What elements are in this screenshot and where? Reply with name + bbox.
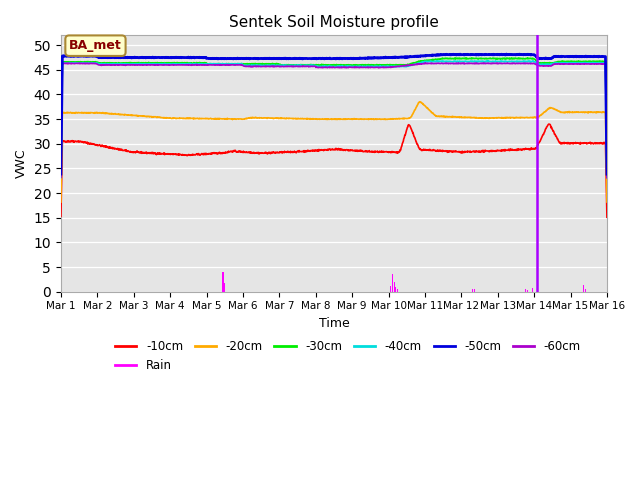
Bar xyxy=(585,289,586,292)
Bar xyxy=(532,288,533,292)
X-axis label: Time: Time xyxy=(319,317,349,330)
Bar xyxy=(525,289,526,292)
Bar xyxy=(397,289,398,292)
Bar xyxy=(474,289,475,292)
Bar xyxy=(583,285,584,292)
Title: Sentek Soil Moisture profile: Sentek Soil Moisture profile xyxy=(229,15,439,30)
Bar xyxy=(390,286,391,292)
Bar xyxy=(395,287,396,292)
Bar xyxy=(527,290,528,292)
Text: BA_met: BA_met xyxy=(69,39,122,52)
Legend: Rain: Rain xyxy=(111,354,177,377)
Bar xyxy=(472,289,473,292)
Bar xyxy=(224,283,225,292)
Bar xyxy=(394,282,395,292)
Y-axis label: VWC: VWC xyxy=(15,149,28,179)
Bar xyxy=(392,274,393,292)
